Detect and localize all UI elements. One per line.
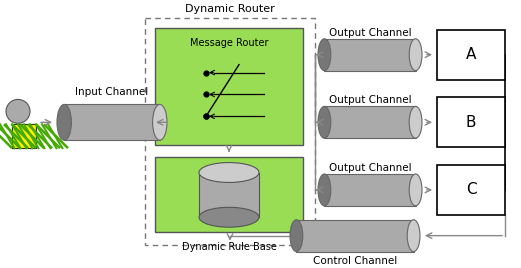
Ellipse shape <box>318 174 331 206</box>
Bar <box>155 28 303 145</box>
Ellipse shape <box>290 220 303 252</box>
Text: Output Channel: Output Channel <box>329 28 411 38</box>
Text: Input Channel: Input Channel <box>76 87 148 98</box>
Bar <box>325 106 416 138</box>
Bar <box>64 105 160 140</box>
Bar <box>12 124 36 148</box>
Bar <box>296 220 414 252</box>
Bar <box>437 165 505 215</box>
Text: Output Channel: Output Channel <box>329 95 411 105</box>
Text: A: A <box>466 47 476 62</box>
Text: Output Channel: Output Channel <box>329 163 411 173</box>
Ellipse shape <box>199 163 259 183</box>
Ellipse shape <box>318 39 331 70</box>
Text: B: B <box>466 115 476 130</box>
Ellipse shape <box>153 105 167 140</box>
Ellipse shape <box>318 106 331 138</box>
Bar <box>325 39 416 70</box>
Bar <box>145 18 315 245</box>
Bar <box>325 174 416 206</box>
Text: Dynamic Router: Dynamic Router <box>185 4 275 14</box>
Ellipse shape <box>409 174 422 206</box>
Ellipse shape <box>57 105 71 140</box>
Ellipse shape <box>409 106 422 138</box>
Ellipse shape <box>409 39 422 70</box>
Text: Dynamic Rule Base: Dynamic Rule Base <box>181 242 277 252</box>
Bar <box>199 173 259 217</box>
Bar <box>437 30 505 80</box>
Text: Message Router: Message Router <box>190 38 268 48</box>
Bar <box>437 98 505 147</box>
Bar <box>12 124 36 148</box>
Ellipse shape <box>199 207 259 227</box>
Ellipse shape <box>6 99 30 123</box>
Ellipse shape <box>407 220 420 252</box>
Text: Control Channel: Control Channel <box>313 255 397 266</box>
Bar <box>155 157 303 232</box>
Text: C: C <box>466 183 476 198</box>
